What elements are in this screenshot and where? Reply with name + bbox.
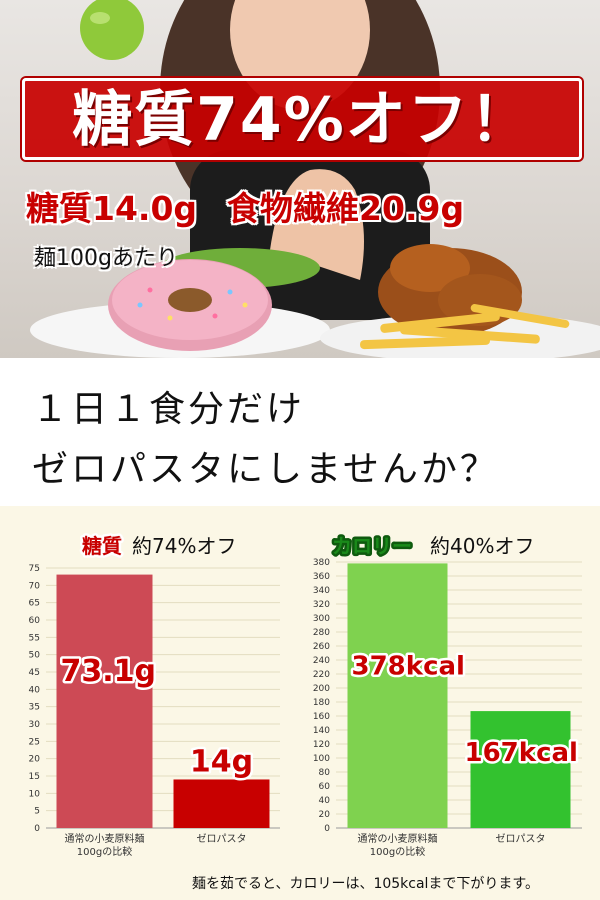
green-apple <box>80 0 144 60</box>
question-line-1: １日１食分だけ <box>32 389 306 430</box>
y-tick-label: 360 <box>313 572 330 582</box>
y-tick-label: 300 <box>313 614 330 624</box>
headline-text: 糖質74%オフ！ <box>72 85 532 155</box>
chart-title-text: 約74%オフ <box>132 534 236 558</box>
category-label: 100gの比較 <box>77 845 132 858</box>
y-tick-label: 380 <box>313 558 330 568</box>
y-tick-label: 15 <box>29 772 40 782</box>
per-100g-note: 麺100gあたり <box>34 246 178 271</box>
y-tick-label: 20 <box>29 755 41 765</box>
y-tick-label: 280 <box>313 628 330 638</box>
y-tick-label: 80 <box>319 768 331 778</box>
y-tick-label: 60 <box>319 782 331 792</box>
y-tick-label: 140 <box>313 726 330 736</box>
french-fries <box>360 304 570 350</box>
y-tick-label: 240 <box>313 656 330 666</box>
y-tick-label: 75 <box>29 564 40 574</box>
question-section: １日１食分だけ ゼロパスタにしませんか？ <box>0 358 600 506</box>
category-label: 通常の小麦原料麺 <box>358 832 438 845</box>
y-tick-label: 220 <box>313 670 330 680</box>
y-tick-label: 60 <box>29 616 41 626</box>
comparison-charts: 0 5 10 15 20 25 30 35 40 45 50 55 60 65 70 75 73.1g 通常の小麦… <box>0 506 600 900</box>
stop-hand <box>270 169 364 280</box>
y-tick-label: 5 <box>34 807 40 817</box>
chart-title-badge: 糖質 <box>82 534 122 558</box>
bar-0 <box>347 563 448 828</box>
hero-photo-section: 糖質74%オフ！ 糖質14.0g 食物繊維20.9g 麺100gあたり <box>0 0 600 358</box>
y-tick-label: 200 <box>313 684 330 694</box>
nutrition-line: 糖質14.0g 食物繊維20.9g <box>26 182 464 230</box>
fiber-amount: 食物繊維20.9g <box>227 189 465 228</box>
chart-title-text: 約40%オフ <box>430 534 534 558</box>
y-tick-label: 30 <box>29 720 41 730</box>
y-tick-label: 40 <box>29 685 41 695</box>
calorie-chart: 0 20 40 60 80 100 120 140 160 180 200 220 240 260 280 3… <box>313 532 582 858</box>
y-tick-label: 0 <box>324 824 330 834</box>
question-line-2: ゼロパスタにしませんか？ <box>32 449 499 490</box>
y-tick-label: 100 <box>313 754 330 764</box>
bar-0 <box>56 574 153 828</box>
category-label: 通常の小麦原料麺 <box>65 832 145 845</box>
category-label: ゼロパスタ <box>197 833 247 845</box>
y-tick-label: 180 <box>313 698 330 708</box>
y-tick-label: 65 <box>29 599 40 609</box>
bar-1 <box>470 711 571 828</box>
data-label-1: 167kcal <box>465 738 578 768</box>
y-tick-label: 260 <box>313 642 330 652</box>
headline-banner: 糖質74%オフ！ <box>22 78 582 160</box>
y-tick-label: 45 <box>29 668 40 678</box>
y-tick-label: 35 <box>29 703 40 713</box>
data-label-1: 14g <box>190 744 253 779</box>
y-tick-label: 50 <box>29 651 41 661</box>
data-label-0: 73.1g <box>61 654 157 689</box>
boiled-calorie-footnote: 麺を茹でると、カロリーは、105kcalまで下がります。 <box>192 876 540 892</box>
carb-amount: 糖質14.0g <box>26 189 198 228</box>
y-tick-label: 20 <box>319 810 331 820</box>
bar-1 <box>173 779 270 828</box>
chart-title-badge: カロリー <box>332 534 412 558</box>
y-tick-label: 55 <box>29 633 40 643</box>
data-label-0: 378kcal <box>352 652 465 682</box>
category-label: ゼロパスタ <box>496 833 546 845</box>
y-tick-label: 70 <box>29 581 41 591</box>
y-tick-label: 160 <box>313 712 330 722</box>
y-tick-label: 0 <box>34 824 40 834</box>
y-tick-label: 340 <box>313 586 330 596</box>
y-tick-label: 320 <box>313 600 330 610</box>
carb-chart: 0 5 10 15 20 25 30 35 40 45 50 55 60 65 70 75 73.1g 通常の小麦… <box>29 532 280 858</box>
y-tick-label: 120 <box>313 740 330 750</box>
y-tick-label: 40 <box>319 796 331 806</box>
y-tick-label: 10 <box>29 789 41 799</box>
category-label: 100gの比較 <box>370 845 425 858</box>
food-photo-illustration <box>30 0 600 358</box>
y-tick-label: 25 <box>29 737 40 747</box>
